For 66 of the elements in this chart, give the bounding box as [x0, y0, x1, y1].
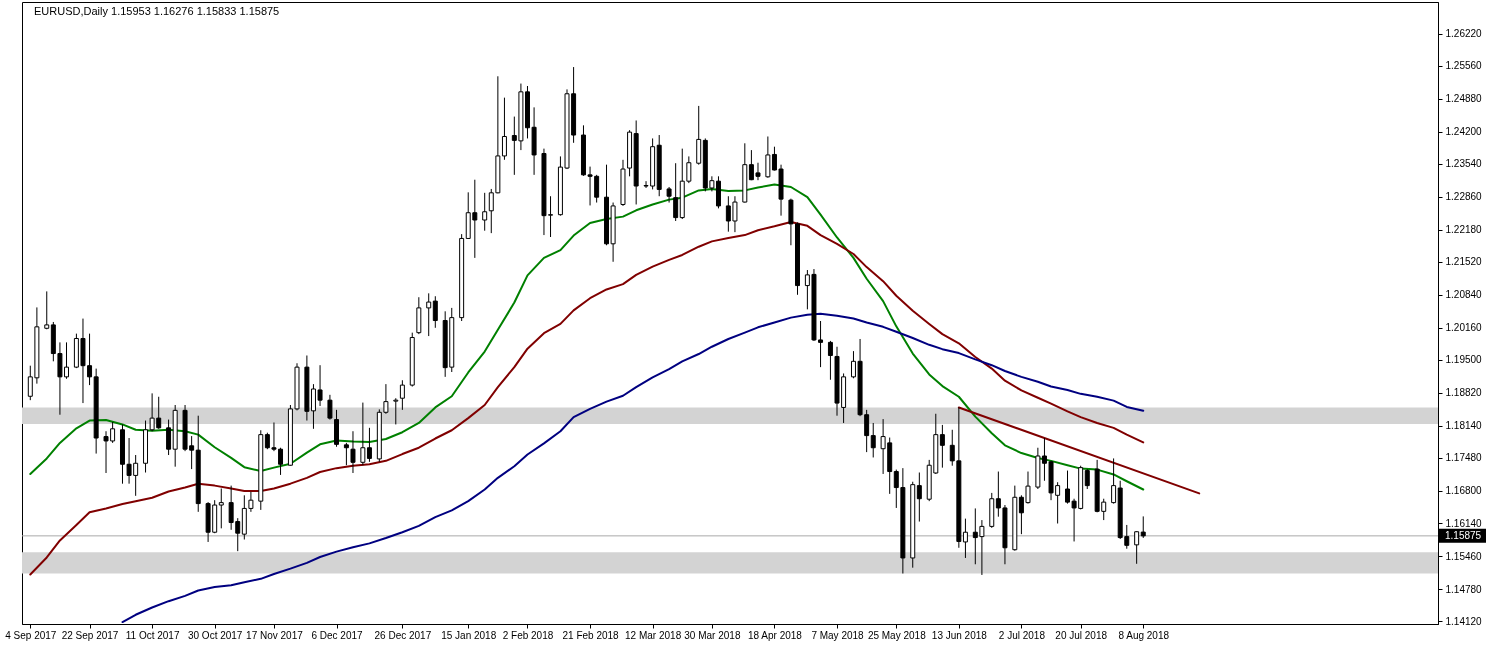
- line-series: [121, 312, 1145, 624]
- y-tick-label: 1.18140: [1445, 420, 1483, 432]
- x-tick-label: 2 Feb 2018: [502, 629, 554, 641]
- y-tick-label: 1.26220: [1445, 28, 1483, 40]
- candlestick: [827, 340, 833, 381]
- y-tick-label: 1.18820: [1445, 387, 1483, 399]
- y-tick-label: 1.20160: [1445, 322, 1483, 334]
- candlestick: [1111, 457, 1117, 505]
- x-tick-label: 26 Dec 2017: [374, 629, 432, 641]
- x-tick-label: 4 Sep 2017: [5, 629, 57, 641]
- x-tick-label: 22 Sep 2017: [61, 629, 119, 641]
- candlestick: [218, 488, 224, 529]
- y-tick-label: 1.25560: [1445, 60, 1483, 72]
- candlestick: [1134, 530, 1140, 565]
- candlestick: [343, 442, 349, 466]
- candlestick: [166, 419, 172, 456]
- candlestick: [1140, 515, 1146, 539]
- ref-line-label: 1.15875: [1445, 529, 1482, 541]
- candlestick: [673, 162, 679, 222]
- x-tick-label: 15 Jan 2018: [441, 629, 497, 641]
- candlestick: [399, 379, 405, 411]
- candlestick: [393, 397, 399, 425]
- y-tick-label: 1.16140: [1445, 517, 1483, 529]
- candlestick: [939, 424, 945, 469]
- x-tick-label: 8 Aug 2018: [1118, 629, 1170, 641]
- candlestick: [44, 290, 50, 330]
- x-tick-label: 7 May 2018: [811, 629, 865, 641]
- x-tick-label: 6 Dec 2017: [311, 629, 364, 641]
- y-tick-label: 1.24880: [1445, 93, 1483, 105]
- y-tick-label: 1.14120: [1445, 615, 1483, 627]
- y-tick-label: 1.22860: [1445, 191, 1483, 203]
- y-tick-label: 1.21520: [1445, 256, 1483, 268]
- candlestick: [327, 394, 333, 421]
- y-tick-label: 1.24200: [1445, 126, 1483, 138]
- candlestick: [426, 292, 432, 337]
- x-tick-label: 25 May 2018: [867, 629, 927, 641]
- candlestick: [366, 427, 372, 463]
- candlestick: [870, 422, 876, 458]
- candlestick: [482, 192, 488, 232]
- candlestick: [962, 518, 968, 559]
- x-tick-label: 21 Feb 2018: [562, 629, 620, 641]
- y-tick-label: 1.15460: [1445, 550, 1483, 562]
- x-tick-label: 18 Apr 2018: [747, 629, 803, 641]
- chart-title: EURUSD,Daily 1.15953 1.16276 1.15833 1.15875: [34, 5, 280, 17]
- y-tick-label: 1.22180: [1445, 224, 1483, 236]
- y-tick-label: 1.17480: [1445, 452, 1483, 464]
- x-tick-label: 20 Jul 2018: [1055, 629, 1108, 641]
- y-tick-label: 1.23540: [1445, 158, 1483, 170]
- y-tick-label: 1.14780: [1445, 583, 1483, 595]
- y-tick-label: 1.19500: [1445, 354, 1483, 366]
- y-tick-label: 1.16800: [1445, 485, 1483, 497]
- candlestick: [916, 472, 922, 523]
- x-tick-label: 2 Jul 2018: [998, 629, 1046, 641]
- line-series: [29, 220, 1145, 576]
- candlestick: [360, 402, 366, 466]
- candlestick: [350, 430, 356, 474]
- x-tick-label: 17 Nov 2017: [246, 629, 304, 641]
- x-tick-label: 30 Mar 2018: [684, 629, 741, 641]
- y-tick-label: 1.20840: [1445, 289, 1483, 301]
- x-tick-label: 11 Oct 2017: [125, 629, 180, 641]
- candlestick: [696, 105, 702, 166]
- x-tick-label: 30 Oct 2017: [187, 629, 243, 641]
- candlestick: [1084, 468, 1090, 490]
- candlestick: [432, 295, 438, 329]
- x-tick-label: 12 Mar 2018: [625, 629, 682, 641]
- x-tick-label: 13 Jun 2018: [931, 629, 988, 641]
